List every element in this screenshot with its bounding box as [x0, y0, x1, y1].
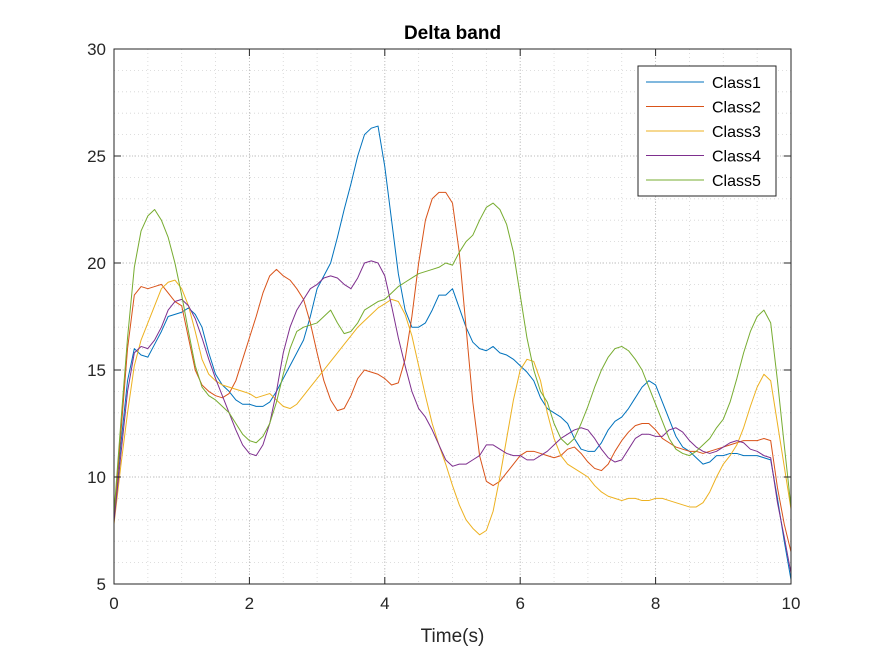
x-tick-label: 6	[515, 594, 524, 613]
series-line-class1	[113, 125, 792, 580]
legend-label: Class5	[712, 173, 761, 190]
y-tick-label: 15	[87, 361, 106, 380]
x-tick-labels: 0 2 4 6 8 10	[109, 594, 800, 613]
y-tick-label: 5	[97, 575, 106, 594]
legend-box	[637, 65, 777, 197]
series-line-class5	[113, 202, 792, 514]
legend-label: Class2	[712, 100, 761, 117]
legend-label: Class3	[712, 124, 761, 141]
y-tick-label: 30	[87, 40, 106, 59]
y-tick-labels: 5 10 15 20 25 30	[87, 40, 106, 594]
x-tick-label: 0	[109, 594, 118, 613]
x-tick-label: 2	[245, 594, 254, 613]
plot-frame	[113, 48, 792, 585]
x-tick-label: 4	[380, 594, 389, 613]
y-tick-label: 20	[87, 254, 106, 273]
y-tick-label: 10	[87, 468, 106, 487]
series-layer	[113, 125, 792, 580]
axis-ticks	[113, 48, 792, 585]
legend-label: Class4	[712, 149, 761, 166]
x-axis-label: Time(s)	[421, 626, 485, 647]
x-tick-label: 8	[651, 594, 660, 613]
series-line-class2	[113, 191, 792, 553]
y-tick-label: 25	[87, 147, 106, 166]
series-line-class4	[113, 260, 792, 574]
x-tick-label: 10	[782, 594, 801, 613]
legend: Class1 Class2 Class3 Class4 Class5	[637, 65, 777, 197]
chart-title: Delta band	[404, 23, 501, 44]
series-line-class3	[113, 279, 792, 536]
legend-label: Class1	[712, 75, 761, 92]
